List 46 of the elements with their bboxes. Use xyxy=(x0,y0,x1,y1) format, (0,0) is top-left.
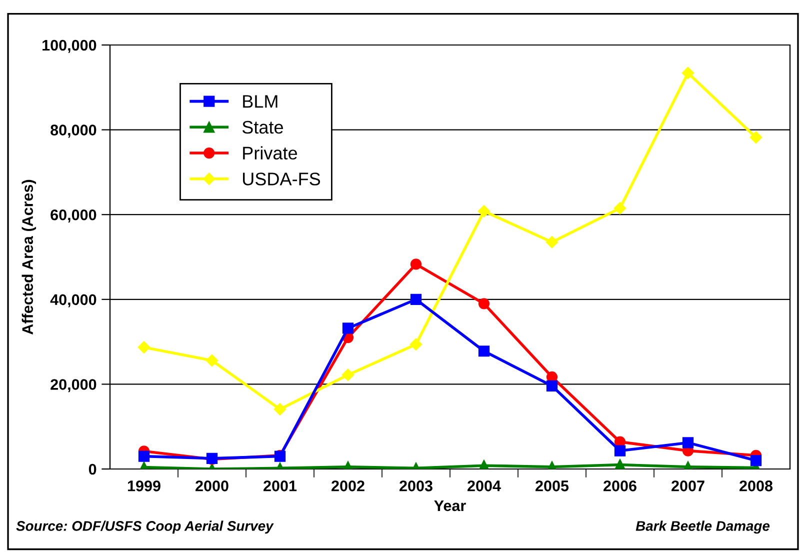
x-axis-title: Year xyxy=(434,500,466,512)
point xyxy=(342,322,354,334)
point xyxy=(342,368,354,381)
x-tick-label: 1999 xyxy=(128,480,160,492)
x-tick-label: 2000 xyxy=(196,480,228,492)
point xyxy=(410,258,422,270)
point xyxy=(138,450,150,462)
point xyxy=(614,459,626,469)
y-tick-label: 60,000 xyxy=(50,209,96,222)
x-tick-label: 2004 xyxy=(468,480,501,492)
point xyxy=(138,341,150,354)
point xyxy=(410,338,422,350)
y-axis-title: Affected Area (Acres) xyxy=(22,180,36,334)
point xyxy=(410,294,422,305)
x-tick-label: 2007 xyxy=(672,480,704,492)
x-tick-label: 2003 xyxy=(400,480,432,492)
y-tick-label: 0 xyxy=(88,464,96,475)
x-tick-label: 2006 xyxy=(604,480,636,492)
point xyxy=(478,205,490,218)
point xyxy=(478,298,490,310)
y-tick-label: 80,000 xyxy=(50,124,96,138)
point xyxy=(546,380,558,392)
x-tick-label: 2005 xyxy=(536,480,569,492)
point xyxy=(682,66,694,80)
y-tick-label: 40,000 xyxy=(50,294,96,308)
x-tick-label: 2002 xyxy=(332,480,364,492)
source-note: Source: ODF/USFS Coop Aerial Survey xyxy=(16,520,274,534)
legend-label: USDA-FS xyxy=(243,172,320,186)
x-tick-label: 2008 xyxy=(740,480,773,492)
point xyxy=(206,354,218,367)
point xyxy=(478,460,490,469)
legend-label: Private xyxy=(243,146,298,160)
legend-label: BLM xyxy=(243,95,278,108)
point xyxy=(614,445,626,456)
point xyxy=(274,403,286,416)
y-tick-label: 20,000 xyxy=(50,379,96,392)
legend-label: State xyxy=(242,120,283,134)
point xyxy=(478,346,490,357)
point xyxy=(750,454,762,466)
point xyxy=(614,202,626,214)
y-tick-label: 100,000 xyxy=(42,40,96,53)
x-tick-label: 2001 xyxy=(264,480,297,492)
point xyxy=(546,236,558,248)
point xyxy=(682,437,694,448)
text: Bark Beetle Damage xyxy=(636,520,770,534)
point xyxy=(750,131,762,144)
